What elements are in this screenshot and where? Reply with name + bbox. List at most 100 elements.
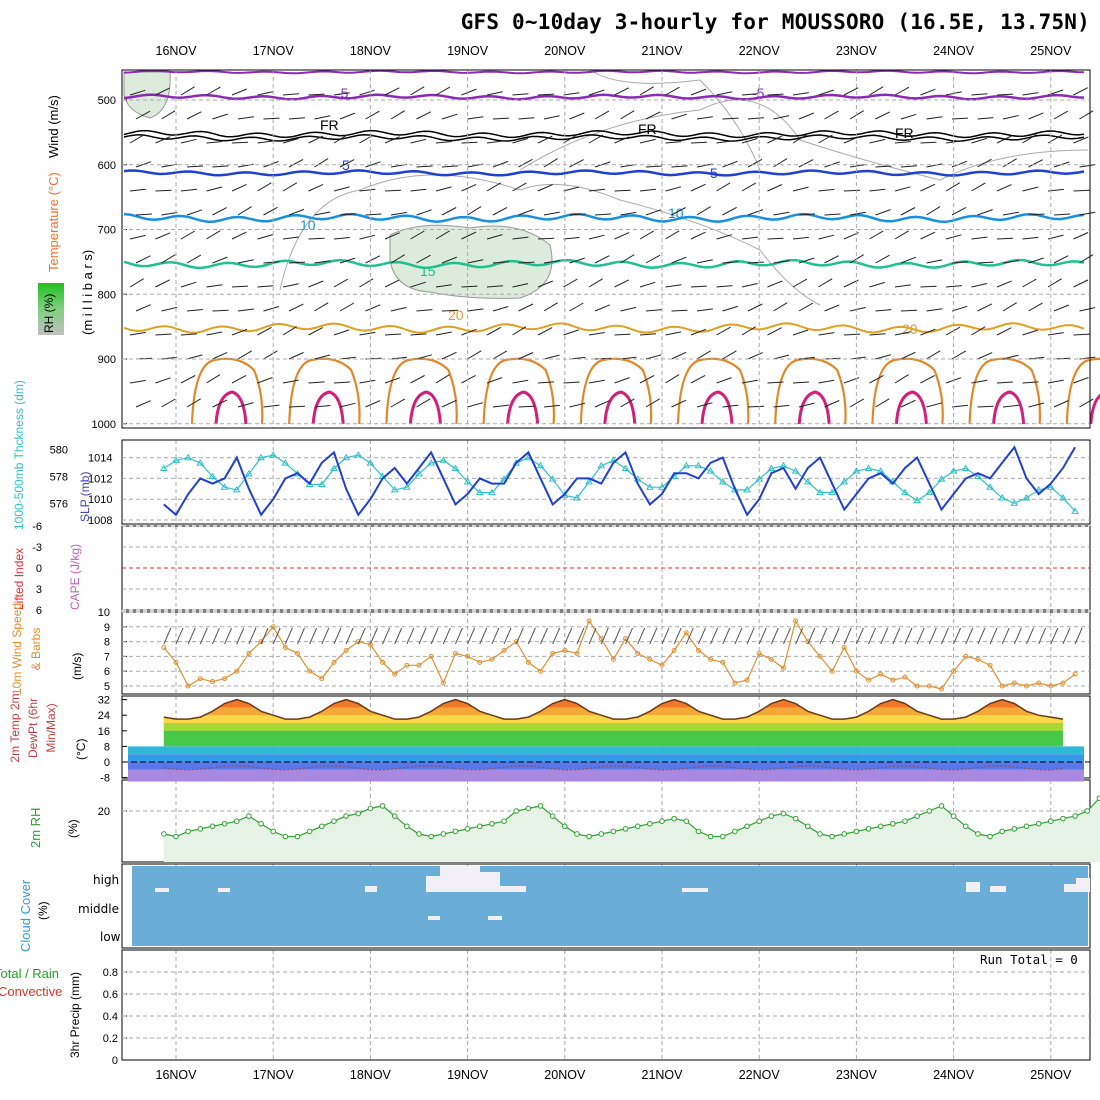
- wind-barb: [263, 404, 280, 408]
- wind-barb: [384, 333, 402, 336]
- wind10m-barb: [868, 627, 877, 645]
- wind-barb: [537, 280, 553, 288]
- thickness-marker: [232, 485, 241, 493]
- wind10m-barb: [309, 627, 318, 645]
- wind10m-marker: [161, 645, 167, 651]
- thickness-marker: [864, 464, 873, 471]
- wind-barb: [894, 186, 911, 192]
- wind-barb: [263, 206, 278, 216]
- thickness-marker: [961, 464, 970, 471]
- thickness-marker: [1010, 499, 1019, 506]
- thickness-marker: [342, 453, 350, 461]
- wind-barb: [416, 111, 432, 120]
- temp-band: [128, 746, 1084, 755]
- wind-barb: [767, 381, 784, 384]
- wind10m-barb: [491, 627, 500, 645]
- precip-tick: 0.4: [103, 1011, 118, 1023]
- wind-barb: [920, 375, 935, 384]
- wind-barb: [818, 188, 835, 192]
- rh2m-marker: [744, 823, 750, 830]
- wind-barb: [645, 354, 662, 360]
- wind-barb: [155, 377, 171, 384]
- wind-barb: [1053, 110, 1069, 120]
- wind-barb: [212, 207, 227, 216]
- wind-barb: [486, 234, 503, 240]
- thickness-marker: [390, 485, 399, 493]
- rh2m-marker: [367, 805, 374, 812]
- rh2m-marker: [1048, 818, 1054, 825]
- wind10m-marker: [234, 668, 240, 674]
- wind-barb: [869, 230, 884, 240]
- wind-barb: [1022, 92, 1039, 96]
- wind-barb: [161, 306, 178, 312]
- cloud-cover-fill: [132, 866, 1088, 946]
- temp-band: [128, 754, 1084, 762]
- rh2m-marker: [586, 833, 592, 840]
- wind-barb: [161, 110, 176, 120]
- wind-barb: [416, 165, 433, 168]
- wind-barb: [333, 186, 350, 192]
- thickness-marker: [1071, 507, 1079, 514]
- rh2m-marker: [416, 831, 422, 837]
- wind-barb: [410, 188, 427, 192]
- wind-barb: [212, 351, 228, 360]
- contour-label: FR: [638, 121, 657, 137]
- surface-contour-hot: [1089, 393, 1100, 425]
- pressure-tick: 800: [98, 289, 116, 301]
- rh2m-marker: [549, 813, 556, 819]
- wind-barb: [843, 189, 861, 192]
- wind-barb: [537, 237, 555, 240]
- wind-barb: [282, 138, 299, 144]
- temp2m-line: [163, 698, 1064, 720]
- wind-barb: [741, 236, 758, 240]
- surface-contour: [579, 357, 653, 425]
- wind-barb: [665, 230, 680, 240]
- wind10m-marker: [635, 650, 641, 656]
- thickness-marker: [196, 459, 205, 466]
- wind-barb: [792, 236, 809, 240]
- wind10m-marker: [756, 650, 762, 656]
- wind10m-marker: [295, 650, 300, 656]
- wind10m-barb: [467, 627, 476, 645]
- wind-barb: [537, 381, 555, 384]
- wind-barb: [792, 186, 809, 192]
- surface-contour-hot: [311, 390, 345, 425]
- wind10m-marker: [209, 679, 215, 685]
- wind-barb: [308, 381, 325, 384]
- wind-barb: [894, 230, 909, 240]
- rh2m-marker: [865, 826, 872, 832]
- wind-barb: [365, 255, 381, 264]
- wind10m-barb: [661, 627, 670, 645]
- wind-barb: [665, 86, 680, 96]
- wind-barb: [920, 285, 937, 288]
- rh2m-marker: [233, 818, 240, 825]
- wind-barb: [875, 254, 890, 264]
- rh2m-marker: [999, 828, 1006, 835]
- rh2m-marker: [440, 831, 447, 837]
- wind-barb: [282, 93, 299, 96]
- wind-barb: [671, 113, 687, 120]
- wind-barb: [767, 184, 783, 192]
- slp-tick: 1012: [88, 473, 112, 485]
- wind10m-barb: [357, 627, 366, 645]
- contour-20: [123, 322, 1085, 334]
- wind10m-barb: [564, 627, 573, 645]
- wind-barb: [365, 304, 381, 312]
- wind-barb: [1028, 159, 1043, 168]
- contour-label: 20: [448, 307, 464, 323]
- contour-freezing: [123, 134, 1085, 142]
- wind10m-barb: [224, 627, 233, 645]
- wind-barb: [569, 402, 586, 408]
- wind-barb: [945, 326, 961, 336]
- wind-barb: [977, 117, 994, 120]
- wind10m-barb: [576, 627, 585, 645]
- wind-barb: [206, 230, 221, 240]
- rh2m-marker: [890, 820, 896, 827]
- wind-barb: [1079, 254, 1094, 264]
- wind-barb: [690, 231, 706, 240]
- wind10m-marker: [416, 662, 422, 668]
- wind-barb: [282, 326, 297, 336]
- thickness-marker: [208, 472, 217, 479]
- wind10m-marker: [452, 650, 458, 656]
- wind-barb: [773, 115, 790, 120]
